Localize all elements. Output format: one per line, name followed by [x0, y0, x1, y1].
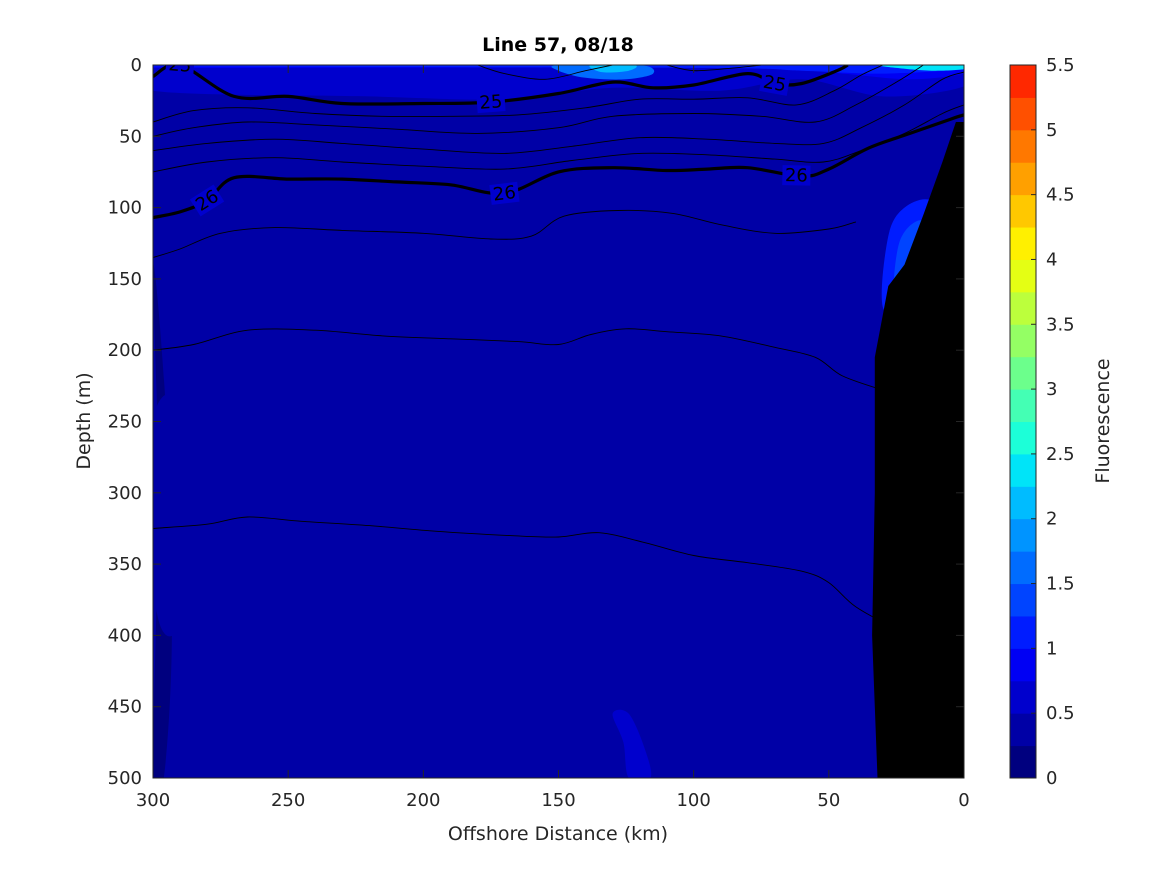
field-patch-6: [879, 65, 964, 71]
y-axis-ticks: 0 50 100 150 200 250 300 350 400 450 500: [108, 55, 964, 789]
bathymetry-mask: [872, 122, 964, 778]
field-patch-5: [589, 65, 637, 73]
x-tick-label: 50: [817, 790, 840, 811]
colorbar-band-19: [1010, 129, 1036, 163]
x-tick-label: 100: [676, 790, 710, 811]
contour-label-bg: [189, 184, 225, 217]
y-tick-label: 400: [108, 625, 142, 646]
colorbar-band-21: [1010, 65, 1036, 98]
colorbar: 0 0.5 1 1.5 2 2.5 3 3.5 4 4.5 5 5.5: [1009, 55, 1075, 789]
colorbar-band-6: [1010, 551, 1036, 585]
colorbar-tick-label: 5: [1046, 120, 1057, 141]
colorbar-tick-label: 2: [1046, 509, 1057, 530]
contour-26: [153, 113, 964, 220]
colorbar-tick-label: 4.5: [1046, 185, 1075, 206]
colorbar-tick-label: 1.5: [1046, 574, 1075, 595]
colorbar-band-16: [1010, 227, 1036, 260]
x-axis-label: Offshore Distance (km): [448, 823, 668, 845]
contour-label-25-1: 25: [479, 91, 503, 114]
colorbar-label: Fluorescence: [1092, 358, 1114, 483]
field-patch-10: [543, 157, 614, 778]
colorbar-tick-label: 4: [1046, 249, 1057, 270]
colorbar-tick-label: 3.5: [1046, 314, 1075, 335]
colorbar-band-0: [1010, 745, 1036, 779]
field-patch-12: [212, 184, 342, 778]
colorbar-band-15: [1010, 259, 1036, 293]
thin-contour-5: [153, 328, 884, 391]
contour-label-bg: [489, 181, 520, 205]
density-contours-thin: [153, 65, 964, 636]
thin-contour-7: [666, 65, 762, 72]
contour-label-25-0: 25: [168, 54, 192, 77]
colorbar-band-3: [1010, 648, 1036, 682]
colorbar-band-18: [1010, 162, 1036, 196]
x-tick-label: 200: [406, 790, 440, 811]
y-tick-label: 150: [108, 269, 142, 290]
colorbar-tick-label: 5.5: [1046, 55, 1075, 76]
colorbar-band-5: [1010, 583, 1036, 617]
thin-contour-6: [153, 516, 924, 636]
y-tick-label: 450: [108, 697, 142, 718]
contour-label-bg: [476, 91, 506, 114]
y-tick-label: 200: [108, 340, 142, 361]
colorbar-frame: [1009, 64, 1037, 779]
thin-contour-8: [477, 65, 613, 80]
field-patch-15: [612, 709, 652, 778]
colorbar-band-20: [1010, 97, 1036, 131]
contour-label-bg: [165, 65, 195, 77]
field-patch-16: [153, 392, 213, 637]
colorbar-band-14: [1010, 291, 1036, 325]
y-tick-label: 50: [119, 126, 142, 147]
thin-contour-0: [153, 65, 884, 123]
x-tick-label: 0: [958, 790, 969, 811]
field-patch-1: [153, 65, 964, 100]
thin-contour-2: [153, 71, 964, 154]
colorbar-band-2: [1010, 680, 1036, 714]
y-tick-label: 500: [108, 768, 142, 789]
colorbar-band-13: [1010, 324, 1036, 358]
contour-label-26-1: 26: [492, 182, 517, 206]
colorbar-band-1: [1010, 713, 1036, 747]
field-patch-11: [623, 153, 684, 778]
y-tick-label: 350: [108, 554, 142, 575]
x-axis-ticks: 300 250 200 150 100 50 0: [136, 65, 970, 811]
chart-title: Line 57, 08/18: [482, 34, 634, 56]
contour-label-bg: [782, 165, 811, 186]
thin-contour-1: [153, 65, 924, 137]
colorbar-band-9: [1010, 453, 1036, 487]
colorbar-tick-label: 0.5: [1046, 703, 1075, 724]
contour-label-bg: [759, 71, 791, 96]
x-tick-label: 250: [271, 790, 305, 811]
x-tick-label: 300: [136, 790, 170, 811]
colorbar-tick-label: 0: [1046, 768, 1057, 789]
y-tick-label: 300: [108, 483, 142, 504]
x-tick-label: 150: [541, 790, 575, 811]
thin-contour-4: [153, 209, 857, 258]
contour-label-25-2: 25: [762, 72, 788, 97]
colorbar-tick-label: 3: [1046, 379, 1057, 400]
colorbar-band-8: [1010, 486, 1036, 520]
y-axis-label: Depth (m): [73, 372, 95, 469]
contour-label-26-2: 26: [785, 165, 808, 186]
colorbar-band-4: [1010, 615, 1036, 649]
colorbar-band-7: [1010, 518, 1036, 552]
y-tick-label: 100: [108, 198, 142, 219]
colorbar-tick-label: 1: [1046, 638, 1057, 659]
y-tick-label: 0: [131, 55, 142, 76]
y-tick-label: 250: [108, 412, 142, 433]
colorbar-band-11: [1010, 389, 1036, 422]
colorbar-band-10: [1010, 421, 1036, 455]
field-patch-7: [941, 65, 964, 69]
colorbar-band-12: [1010, 356, 1036, 390]
field-patch-3: [153, 65, 964, 74]
colorbar-band-17: [1010, 194, 1036, 228]
colorbar-tick-label: 2.5: [1046, 444, 1075, 465]
